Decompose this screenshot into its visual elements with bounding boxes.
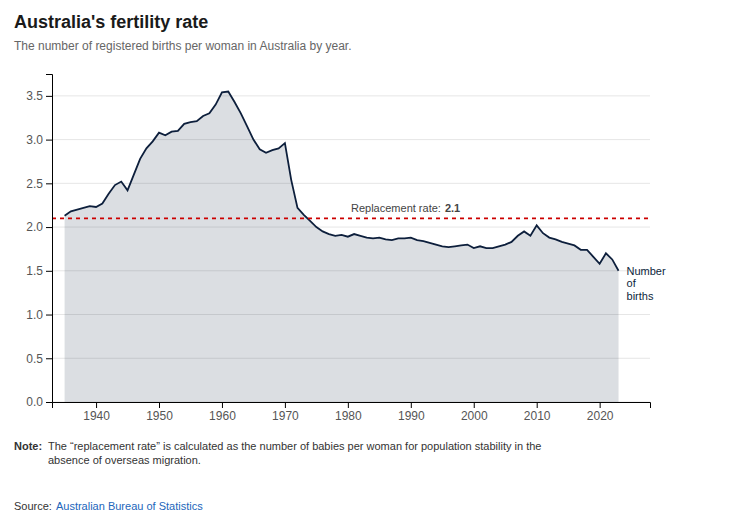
series-label-line: of (627, 277, 637, 289)
y-tick-mark (46, 358, 52, 359)
y-axis: 0.0 0.5 1.0 1.5 2.0 2.5 3.0 3.5 (26, 75, 52, 410)
y-tick-label: 2.5 (26, 177, 43, 191)
x-tick: 1940 (83, 402, 110, 423)
x-axis: 1940 1950 1960 1970 1980 1990 2000 2010 2020 (53, 402, 651, 423)
y-tick-label: 2.0 (26, 220, 43, 234)
source: Source: Australian Bureau of Statistics (14, 500, 203, 512)
grid-line (52, 95, 650, 96)
y-tick-mark (46, 402, 52, 403)
x-tick-label: 2020 (587, 409, 614, 423)
x-tick: 1990 (398, 402, 425, 423)
y-tick: 3.0 (26, 133, 52, 147)
series-label-line: Number (627, 265, 666, 277)
reference-label-value: 2.1 (445, 202, 460, 214)
x-tick-mark (537, 402, 538, 408)
y-tick: 2.0 (26, 220, 52, 234)
y-tick-mark (46, 227, 52, 228)
x-tick-mark (222, 402, 223, 408)
y-tick: 3.5 (26, 89, 52, 103)
x-tick-mark (600, 402, 601, 408)
x-tick-label: 1970 (272, 409, 299, 423)
x-tick-label: 1940 (83, 409, 110, 423)
x-tick-mark (96, 402, 97, 408)
note-label: Note: (14, 440, 42, 452)
x-tick-mark (348, 402, 349, 408)
y-tick-label: 1.5 (26, 264, 43, 278)
reference-line (52, 217, 650, 219)
area (65, 91, 619, 402)
y-tick-mark (46, 271, 52, 272)
x-tick-label: 2000 (461, 409, 488, 423)
chart: Australia's fertility rate The number of … (0, 0, 738, 532)
x-tick-mark (474, 402, 475, 408)
note-line: absence of overseas migration. (48, 454, 201, 466)
x-tick-label: 1950 (146, 409, 173, 423)
source-label: Source: (14, 500, 52, 512)
y-tick: 2.5 (26, 177, 52, 191)
x-axis-line (53, 403, 651, 409)
x-tick-mark (285, 402, 286, 408)
y-tick: 0.5 (26, 352, 52, 366)
x-tick: 2000 (461, 402, 488, 423)
y-tick-mark (46, 315, 52, 316)
x-tick: 1960 (209, 402, 236, 423)
series-label-line: births (627, 290, 654, 302)
note: The “replacement rate” is calculated as … (48, 440, 541, 466)
y-tick-label: 3.5 (26, 89, 43, 103)
y-tick-mark (46, 183, 52, 184)
y-tick-mark (46, 96, 52, 97)
marks (52, 91, 650, 402)
x-tick-label: 1990 (398, 409, 425, 423)
grid-line (52, 139, 650, 140)
annotations: Replacement rate: 2.1 Numberofbirths (351, 202, 666, 302)
reference-label-text: Replacement rate: (351, 202, 441, 214)
reference-label: Replacement rate: 2.1 (351, 202, 460, 214)
note-line: The “replacement rate” is calculated as … (48, 440, 541, 452)
x-tick: 1980 (335, 402, 362, 423)
subtitle: The number of registered births per woma… (14, 39, 352, 53)
y-axis-line (46, 75, 53, 403)
y-tick: 1.0 (26, 308, 52, 322)
y-tick-label: 3.0 (26, 133, 43, 147)
x-tick: 2020 (587, 402, 614, 423)
title: Australia's fertility rate (14, 12, 208, 32)
x-tick: 1950 (146, 402, 173, 423)
x-tick-mark (159, 402, 160, 408)
y-tick-mark (46, 140, 52, 141)
x-tick-label: 1960 (209, 409, 236, 423)
y-tick-label: 0.0 (26, 395, 43, 409)
y-tick-label: 1.0 (26, 308, 43, 322)
source-name: Australian Bureau of Statistics (56, 500, 203, 512)
y-tick: 1.5 (26, 264, 52, 278)
line (65, 91, 619, 270)
plot: 1940195019601970198019902000201020200.00… (26, 75, 666, 423)
x-tick: 2010 (524, 402, 551, 423)
y-tick-label: 0.5 (26, 352, 43, 366)
x-tick-label: 2010 (524, 409, 551, 423)
x-tick-label: 1980 (335, 409, 362, 423)
y-tick: 0.0 (26, 395, 52, 409)
series-label: Numberofbirths (627, 265, 666, 302)
x-tick: 1970 (272, 402, 299, 423)
x-tick-mark (411, 402, 412, 408)
